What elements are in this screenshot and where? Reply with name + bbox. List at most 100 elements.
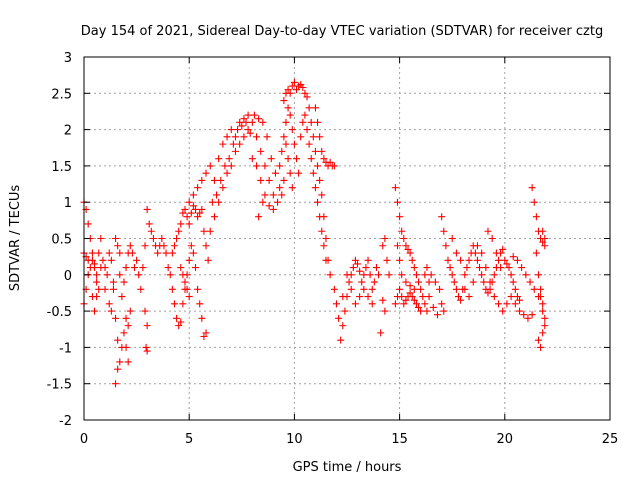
data-point	[541, 314, 549, 322]
data-point	[246, 129, 254, 137]
data-point	[194, 285, 202, 293]
data-point	[109, 285, 117, 293]
data-point	[452, 249, 460, 257]
data-point	[276, 162, 284, 170]
data-point	[95, 285, 103, 293]
y-tick-label: -0.5	[47, 305, 72, 320]
data-point	[84, 256, 92, 264]
data-point	[507, 271, 515, 279]
data-point	[368, 285, 376, 293]
data-point	[305, 104, 313, 112]
data-point	[494, 256, 502, 264]
data-point	[486, 285, 494, 293]
data-point	[473, 256, 481, 264]
data-point	[366, 271, 374, 279]
data-point	[101, 264, 109, 272]
data-point	[537, 285, 545, 293]
data-point	[537, 343, 545, 351]
data-point	[465, 293, 473, 301]
data-point	[524, 314, 532, 322]
data-point	[511, 300, 519, 308]
data-point	[284, 104, 292, 112]
data-point	[311, 184, 319, 192]
data-point	[305, 140, 313, 148]
data-point	[177, 318, 185, 326]
data-point	[168, 249, 176, 257]
data-point	[478, 271, 486, 279]
data-points	[80, 78, 549, 388]
data-point	[173, 235, 181, 242]
data-point	[421, 300, 429, 308]
data-point	[335, 314, 343, 322]
data-point	[259, 198, 267, 206]
data-point	[196, 300, 204, 308]
data-point	[534, 336, 542, 344]
data-point	[265, 202, 273, 210]
data-point	[206, 227, 214, 235]
data-point	[364, 293, 372, 301]
data-point	[116, 249, 124, 257]
data-point	[213, 191, 221, 199]
data-point	[320, 242, 328, 250]
data-point	[93, 271, 101, 279]
data-point	[480, 278, 488, 286]
data-point	[278, 191, 286, 199]
data-point	[135, 271, 143, 279]
data-point	[293, 86, 301, 94]
data-point	[473, 242, 481, 250]
data-point	[187, 242, 195, 250]
data-point	[516, 307, 524, 315]
data-point	[227, 126, 235, 134]
data-point	[532, 249, 540, 257]
x-tick-label: 5	[185, 432, 193, 447]
data-point	[408, 256, 416, 264]
data-point	[145, 220, 153, 228]
data-point	[179, 209, 187, 217]
data-point	[351, 300, 359, 308]
data-point	[170, 300, 178, 308]
data-point	[259, 118, 267, 126]
data-point	[143, 347, 151, 355]
data-point	[419, 293, 427, 301]
data-point	[539, 329, 547, 337]
data-point	[295, 169, 303, 177]
data-point	[149, 235, 157, 242]
data-point	[421, 271, 429, 279]
data-point	[339, 322, 347, 330]
data-point	[314, 198, 322, 206]
data-point	[398, 293, 406, 301]
data-point	[398, 227, 406, 235]
data-point	[229, 140, 237, 148]
data-point	[526, 278, 534, 286]
data-point	[112, 380, 120, 388]
data-point	[141, 242, 149, 250]
data-point	[530, 285, 538, 293]
data-point	[532, 213, 540, 221]
data-point	[263, 133, 271, 141]
data-point	[541, 242, 549, 250]
data-point	[189, 202, 197, 210]
data-point	[461, 271, 469, 279]
data-point	[433, 311, 441, 319]
data-point	[450, 278, 458, 286]
data-point	[406, 282, 414, 290]
data-point	[309, 169, 317, 177]
data-point	[194, 213, 202, 221]
data-point	[402, 278, 410, 286]
data-point	[299, 118, 307, 126]
data-point	[173, 314, 181, 322]
data-point	[412, 271, 420, 279]
data-point	[143, 205, 151, 213]
data-point	[417, 285, 425, 293]
data-point	[402, 242, 410, 250]
data-point	[349, 264, 357, 272]
data-point	[404, 245, 412, 253]
data-point	[446, 264, 454, 272]
data-point	[130, 264, 138, 272]
data-point	[103, 271, 111, 279]
data-point	[513, 293, 521, 301]
data-point	[513, 256, 521, 264]
data-point	[198, 205, 206, 213]
data-point	[158, 235, 166, 242]
data-point	[202, 242, 210, 250]
